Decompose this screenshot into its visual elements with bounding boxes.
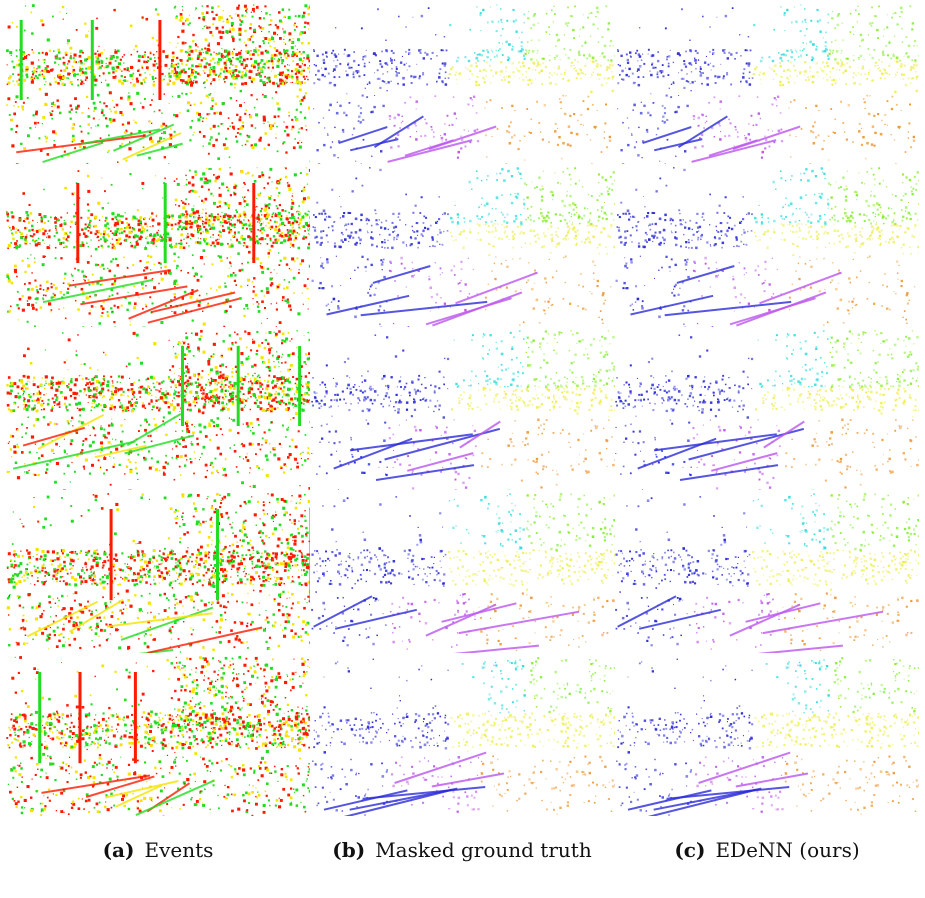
- tile-events-row-5: [6, 656, 310, 816]
- caption-row: (a) Events (b) Masked ground truth (c) EDeN…: [0, 838, 925, 878]
- tile-masked_gt-row-2: [311, 167, 615, 327]
- tile-events-row-2: [6, 167, 310, 327]
- tile-image: [615, 330, 919, 490]
- tile-image: [313, 4, 615, 164]
- caption-events: (a) Events: [6, 838, 310, 878]
- tile-image: [6, 330, 310, 490]
- tile-image: [615, 493, 919, 653]
- tile-edenn-row-2: [615, 167, 919, 327]
- tile-image: [6, 493, 310, 653]
- tile-edenn-row-5: [615, 656, 919, 816]
- tile-image: [616, 657, 919, 816]
- tile-image: [615, 167, 919, 327]
- tile-masked_gt-row-5: [311, 656, 615, 816]
- tile-image: [312, 657, 615, 816]
- caption-label-events: Events: [144, 838, 214, 862]
- tile-edenn-row-3: [615, 330, 919, 490]
- tile-image: [6, 656, 310, 816]
- caption-letter-a: (a): [102, 838, 135, 862]
- tile-image: [6, 4, 310, 164]
- tile-masked_gt-row-3: [311, 330, 615, 490]
- tile-image: [617, 4, 919, 164]
- tile-edenn-row-4: [615, 493, 919, 653]
- tile-edenn-row-1: [615, 4, 919, 164]
- tile-masked_gt-row-1: [311, 4, 615, 164]
- caption-edenn: (c) EDeNN (ours): [615, 838, 919, 878]
- tile-image: [6, 167, 310, 327]
- caption-letter-b: (b): [332, 838, 366, 862]
- figure-grid: [6, 4, 919, 816]
- caption-letter-c: (c): [674, 838, 706, 862]
- tile-masked_gt-row-4: [311, 493, 615, 653]
- tile-events-row-3: [6, 330, 310, 490]
- caption-label-edenn: EDeNN (ours): [715, 838, 860, 862]
- tile-image: [311, 330, 615, 490]
- caption-label-masked-ground-truth: Masked ground truth: [375, 838, 592, 862]
- tile-events-row-1: [6, 4, 310, 164]
- tile-events-row-4: [6, 493, 310, 653]
- tile-image: [311, 167, 615, 327]
- caption-masked-ground-truth: (b) Masked ground truth: [310, 838, 614, 878]
- tile-image: [311, 493, 615, 653]
